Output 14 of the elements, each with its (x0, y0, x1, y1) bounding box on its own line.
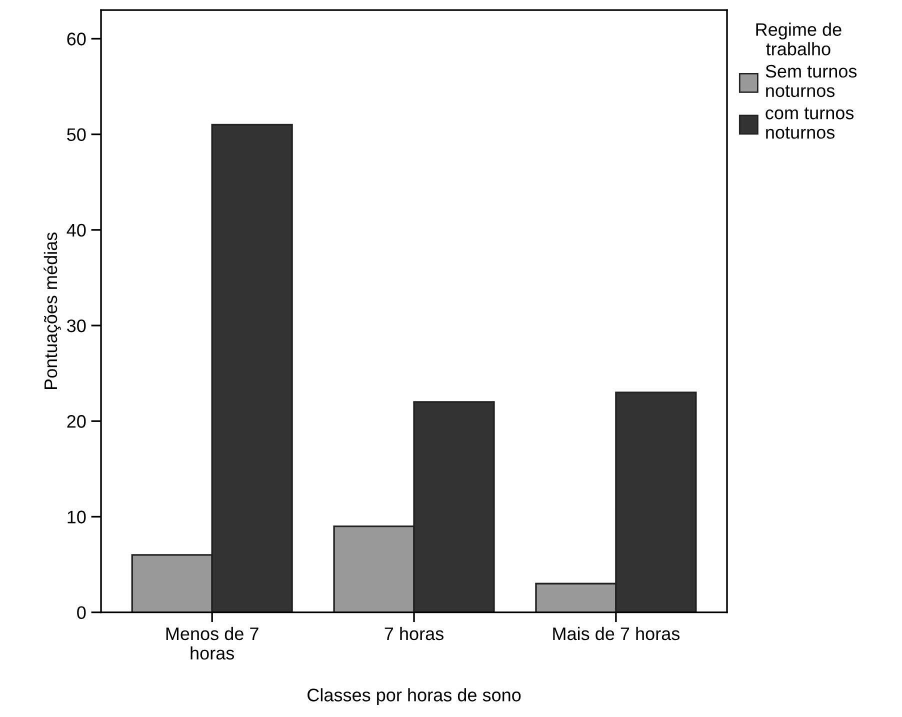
y-axis-title: Pontuações médias (44, 232, 61, 389)
legend-title: Regime de trabalho (756, 22, 842, 56)
y-tick-label: 20 (67, 415, 86, 428)
y-tick-label: 50 (67, 128, 86, 142)
y-tick-label: 60 (67, 32, 86, 46)
y-tick-label: 30 (67, 319, 86, 332)
x-tick-label: Mais de 7 horas (553, 626, 680, 640)
x-tick-label: 7 horas (384, 626, 444, 640)
x-tick-label: Menos de 7 horas (166, 626, 258, 660)
y-tick-label: 10 (68, 510, 86, 524)
y-tick-label: 40 (66, 224, 86, 237)
legend-label: com turnos noturnos (766, 107, 854, 139)
x-axis-title: Classes por horas de sono (308, 688, 521, 706)
y-tick-label: 0 (77, 606, 86, 620)
